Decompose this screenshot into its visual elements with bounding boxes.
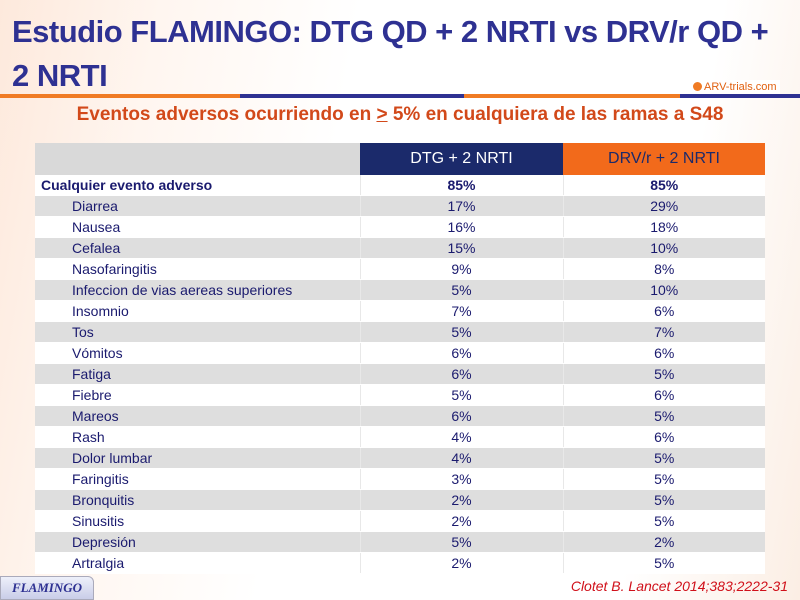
table-row: Mareos 6% 5% [35, 405, 765, 427]
citation: Clotet B. Lancet 2014;383;2222-31 [570, 578, 788, 594]
event-name: Mareos [35, 405, 360, 427]
drv-value: 10% [562, 279, 765, 301]
event-name: Fatiga [35, 363, 360, 385]
event-name: Nausea [35, 216, 360, 238]
dtg-value: 2% [359, 489, 563, 511]
event-name: Tos [35, 321, 360, 343]
drv-value: 85% [562, 175, 765, 196]
event-name: Fiebre [35, 384, 360, 406]
event-name: Sinusitis [35, 510, 360, 532]
table-row: Nasofaringitis 9% 8% [35, 258, 765, 280]
header-drv: DRV/r + 2 NRTI [563, 143, 765, 175]
table-row: Nausea 16% 18% [35, 216, 765, 238]
drv-value: 5% [562, 489, 765, 511]
drv-value: 5% [562, 468, 765, 490]
subtitle-text: Eventos adversos ocurriendo en [76, 104, 377, 125]
divider [0, 94, 800, 98]
dtg-value: 9% [359, 258, 563, 280]
dtg-value: 5% [359, 384, 563, 406]
drv-value: 29% [562, 195, 765, 217]
dtg-value: 3% [359, 468, 563, 490]
dtg-value: 5% [359, 531, 563, 553]
event-name: Depresión [35, 531, 360, 553]
slide-title: Estudio FLAMINGO: DTG QD + 2 NRTI vs DRV… [12, 14, 769, 93]
table-row: Faringitis 3% 5% [35, 468, 765, 490]
drv-value: 5% [562, 363, 765, 385]
logo-icon [693, 82, 702, 91]
table-row: Tos 5% 7% [35, 321, 765, 343]
dtg-value: 4% [359, 447, 563, 469]
dtg-value: 15% [359, 237, 563, 259]
dtg-value: 5% [359, 279, 563, 301]
table-row: Depresión 5% 2% [35, 531, 765, 553]
event-name: Cualquier evento adverso [35, 175, 360, 196]
flamingo-badge: FLAMINGO [0, 576, 94, 600]
event-name: Bronquitis [35, 489, 360, 511]
dtg-value: 6% [359, 405, 563, 427]
event-name: Diarrea [35, 195, 360, 217]
dtg-value: 7% [359, 300, 563, 322]
arv-trials-logo: ARV-trials.com [690, 80, 780, 94]
drv-value: 6% [562, 384, 765, 406]
event-name: Vómitos [35, 342, 360, 364]
drv-value: 7% [562, 321, 765, 343]
header-blank [35, 143, 360, 175]
dtg-value: 4% [359, 426, 563, 448]
logo-text: ARV-trials.com [704, 81, 777, 93]
event-name: Cefalea [35, 237, 360, 259]
dtg-value: 5% [359, 321, 563, 343]
event-name: Nasofaringitis [35, 258, 360, 280]
table-row: Dolor lumbar 4% 5% [35, 447, 765, 469]
drv-value: 5% [562, 510, 765, 532]
drv-value: 5% [562, 552, 765, 574]
drv-value: 6% [562, 426, 765, 448]
table-row: Sinusitis 2% 5% [35, 510, 765, 532]
subtitle: Eventos adversos ocurriendo en > 5% en c… [0, 104, 800, 126]
table-row: Fiebre 5% 6% [35, 384, 765, 406]
subtitle-symbol: > [376, 104, 388, 125]
event-name: Dolor lumbar [35, 447, 360, 469]
event-name: Insomnio [35, 300, 360, 322]
drv-value: 6% [562, 342, 765, 364]
table-row: Rash 4% 6% [35, 426, 765, 448]
drv-value: 6% [562, 300, 765, 322]
dtg-value: 2% [359, 510, 563, 532]
dtg-value: 6% [359, 342, 563, 364]
drv-value: 5% [562, 405, 765, 427]
drv-value: 18% [562, 216, 765, 238]
dtg-value: 2% [359, 552, 563, 574]
event-name: Infeccion de vias aereas superiores [35, 279, 360, 301]
subtitle-text-end: 5% en cualquiera de las ramas a S48 [387, 104, 724, 125]
table-row: Diarrea 17% 29% [35, 195, 765, 217]
event-name: Artralgia [35, 552, 360, 574]
table-row: Bronquitis 2% 5% [35, 489, 765, 511]
dtg-value: 17% [359, 195, 563, 217]
table-row: Vómitos 6% 6% [35, 342, 765, 364]
drv-value: 2% [562, 531, 765, 553]
drv-value: 5% [562, 447, 765, 469]
dtg-value: 6% [359, 363, 563, 385]
drv-value: 10% [562, 237, 765, 259]
table-row: Cualquier evento adverso 85% 85% [35, 175, 765, 196]
table-row: Insomnio 7% 6% [35, 300, 765, 322]
table-row: Fatiga 6% 5% [35, 363, 765, 385]
adverse-events-table: DTG + 2 NRTI DRV/r + 2 NRTI Cualquier ev… [35, 143, 765, 574]
drv-value: 8% [562, 258, 765, 280]
event-name: Rash [35, 426, 360, 448]
table-row: Cefalea 15% 10% [35, 237, 765, 259]
dtg-value: 85% [359, 175, 563, 196]
header-dtg: DTG + 2 NRTI [360, 143, 563, 175]
table-row: Artralgia 2% 5% [35, 552, 765, 574]
dtg-value: 16% [359, 216, 563, 238]
event-name: Faringitis [35, 468, 360, 490]
table-row: Infeccion de vias aereas superiores 5% 10% [35, 279, 765, 301]
